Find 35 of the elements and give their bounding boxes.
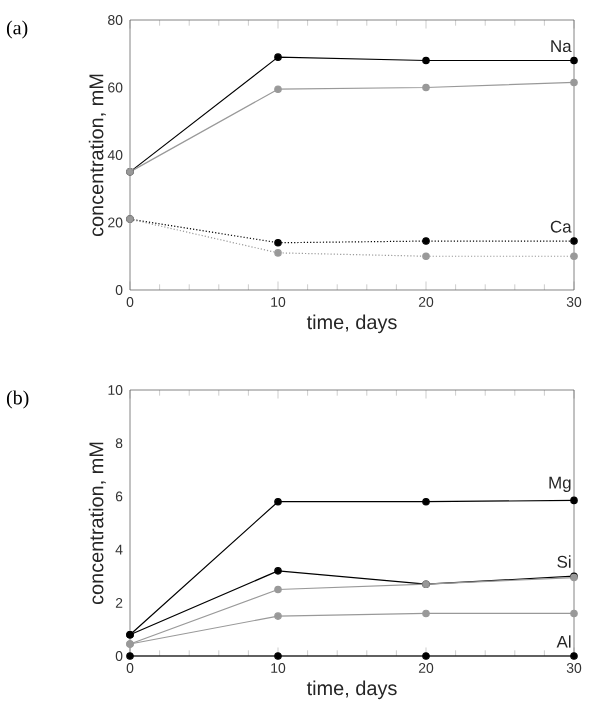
point [422, 252, 430, 261]
series-label: Na [551, 40, 572, 53]
chart-title: (a) [6, 20, 28, 39]
x-axis-title: time, days [306, 680, 397, 700]
point [422, 609, 430, 618]
point [570, 609, 578, 618]
series-label: Si [557, 555, 571, 568]
point [274, 249, 282, 257]
point [570, 496, 578, 505]
x-axis-title: time, days [306, 314, 397, 334]
point [274, 612, 282, 620]
point [570, 237, 578, 245]
point [422, 497, 430, 506]
point [274, 652, 282, 660]
point [422, 652, 430, 660]
point [274, 497, 282, 506]
point [274, 238, 282, 247]
point [570, 252, 578, 261]
point [422, 56, 430, 65]
series-label: Mg [549, 476, 571, 492]
point [570, 56, 578, 65]
point [422, 237, 430, 245]
series-label: Al [556, 635, 571, 648]
y-axis-title: concentration, mM [88, 74, 106, 237]
point [422, 83, 430, 92]
point [274, 85, 282, 93]
point [570, 652, 578, 660]
point [274, 585, 282, 594]
point [126, 652, 134, 660]
point [274, 53, 282, 61]
point [570, 78, 578, 87]
chart-title: (b) [6, 390, 29, 409]
series-label: Ca [550, 220, 572, 233]
y-axis-title: concentration, mM [88, 442, 106, 605]
point [274, 567, 282, 575]
